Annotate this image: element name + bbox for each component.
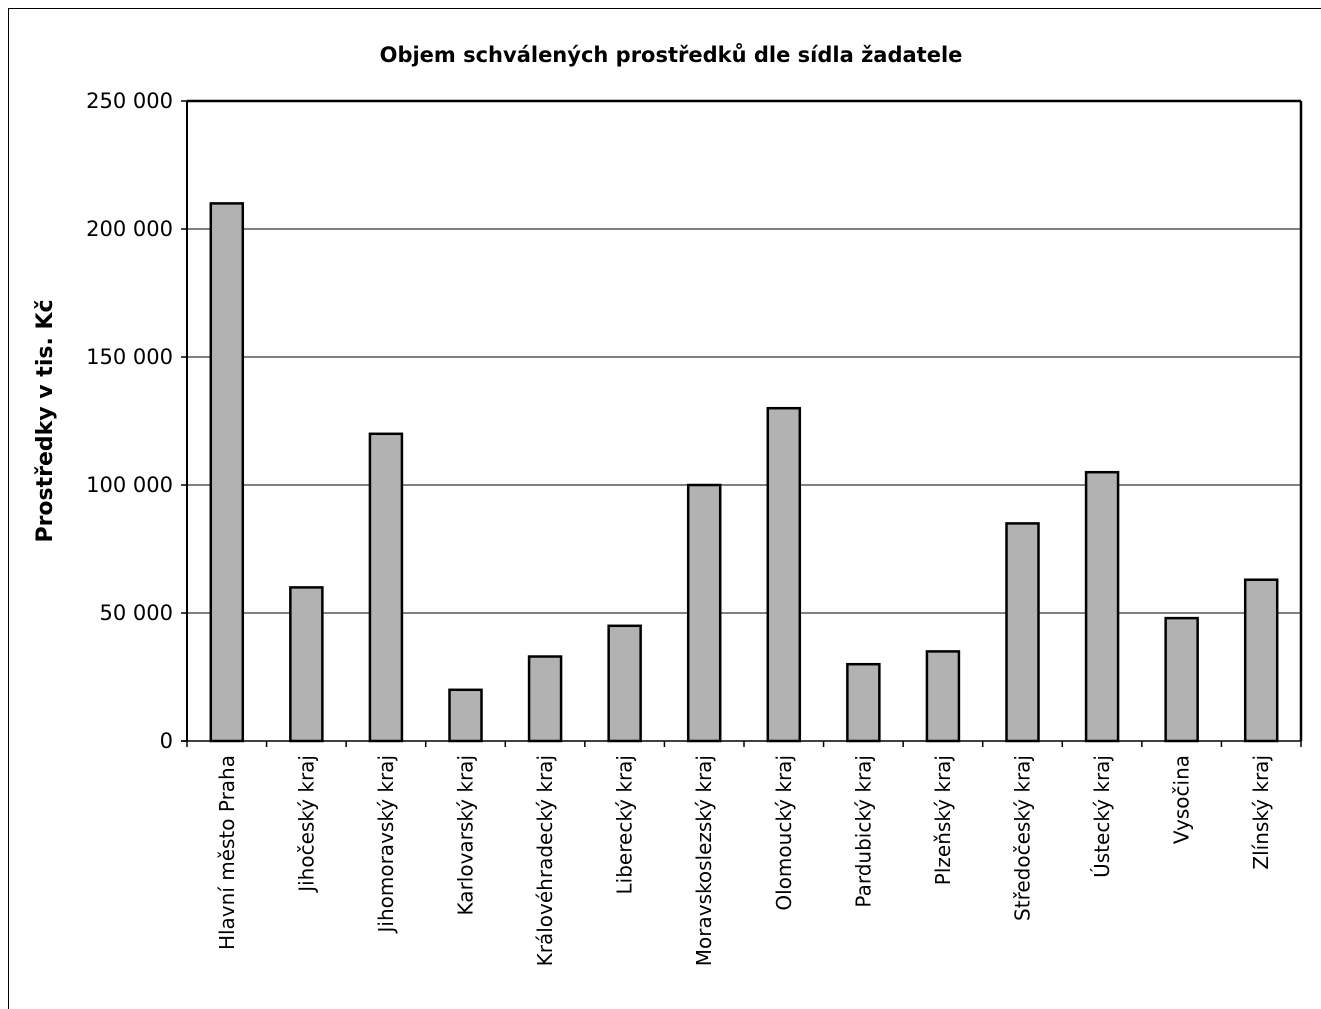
x-tick-label: Hlavní město Praha	[215, 755, 239, 950]
y-tick-label: 50 000	[100, 601, 173, 625]
bar	[925, 650, 961, 743]
chart-frame	[8, 8, 1321, 1009]
x-tick-label: Jihomoravský kraj	[374, 755, 398, 935]
x-tick-label: Královéhradecký kraj	[533, 755, 557, 966]
chart-title: Objem schválených prostředků dle sídla ž…	[380, 43, 963, 67]
bar	[527, 655, 563, 743]
y-tick-label: 100 000	[86, 473, 173, 497]
bar	[607, 624, 642, 743]
x-tick-label: Karlovarský kraj	[454, 755, 478, 915]
bar	[448, 688, 483, 743]
y-axis-label: Prostředky v tis. Kč	[33, 299, 58, 542]
y-tick-label: 0	[160, 729, 173, 753]
x-tick-labels: Hlavní město Praha Jihočeský kraj Jihomora…	[215, 755, 1273, 966]
bar	[368, 432, 404, 743]
x-tick-label: Středočeský kraj	[1011, 755, 1035, 921]
gridlines	[187, 100, 1301, 614]
y-tick-label: 250 000	[86, 89, 173, 113]
y-tick-label: 150 000	[86, 345, 173, 369]
x-tick-label: Liberecký kraj	[613, 755, 637, 894]
y-tick-label: 200 000	[86, 217, 173, 241]
x-tick-label: Jihočeský kraj	[294, 755, 318, 894]
x-tick-label: Vysočina	[1170, 755, 1194, 844]
x-tick-label: Olomoucký kraj	[772, 755, 796, 911]
bar	[686, 483, 722, 743]
bar	[1084, 470, 1120, 743]
y-tick-labels: 0 50 000 100 000 150 000 200 000 250 000	[86, 89, 173, 753]
bars	[209, 202, 1279, 743]
bar	[289, 586, 324, 743]
axes	[181, 99, 1303, 747]
x-tick-label: Pardubický kraj	[851, 755, 875, 908]
x-tick-label: Plzeňský kraj	[931, 755, 955, 885]
bar	[1243, 578, 1279, 743]
bar	[846, 662, 881, 743]
x-tick-label: Zlínský kraj	[1249, 755, 1273, 870]
bar	[1164, 616, 1199, 743]
x-tick-label: Moravskoslezský kraj	[692, 755, 716, 966]
bar	[1005, 522, 1040, 743]
bar	[766, 406, 802, 743]
x-tick-label: Ústecký kraj	[1090, 755, 1114, 878]
bar	[209, 202, 245, 743]
